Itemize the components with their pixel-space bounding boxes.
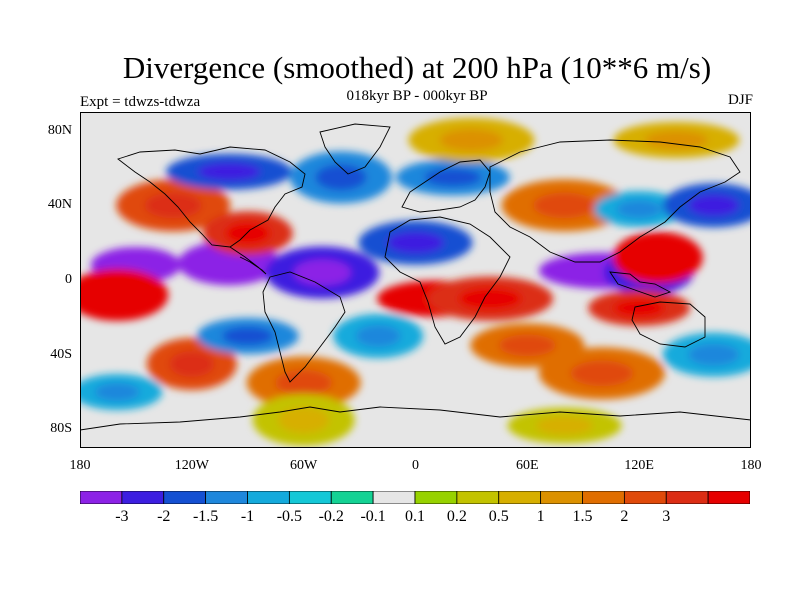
colorbar-tick-label: -0.5 <box>276 508 303 525</box>
field-blob-core <box>688 194 740 217</box>
map-panel <box>80 112 751 448</box>
field-blob-core <box>293 259 351 286</box>
latitude-label: 40S <box>50 346 72 362</box>
colorbar-swatch <box>540 491 583 504</box>
field-blob-core <box>424 168 482 187</box>
field-blob-core <box>536 416 594 435</box>
field-blob-core <box>275 369 333 396</box>
colorbar-swatch <box>498 491 542 504</box>
colorbar-swatch <box>163 491 207 504</box>
longitude-label: 60W <box>290 458 318 473</box>
coastline-antarctica <box>80 406 751 431</box>
coastline-indonesia <box>609 271 672 298</box>
colorbar-tick-label: 1.5 <box>572 508 593 525</box>
field-blob-core <box>197 162 261 181</box>
colorbar-swatch <box>121 491 165 504</box>
colorbar-swatch <box>707 491 750 504</box>
field-blob-core <box>533 192 597 219</box>
field-blob-core <box>203 252 255 275</box>
field-blob-core <box>644 131 708 149</box>
colorbar-tick-label: 0.2 <box>446 508 467 525</box>
longitude-label: 180 <box>69 458 91 473</box>
field-blob-core <box>439 129 503 151</box>
field-blob-core <box>225 222 271 245</box>
colorbar-swatch <box>330 491 374 504</box>
colorbar-tick-label: 2 <box>620 508 629 525</box>
longitude-label: 0 <box>412 458 419 473</box>
field-blob-core <box>355 325 401 347</box>
colorbar-swatch <box>665 491 709 504</box>
season-label: DJF <box>727 92 753 108</box>
field-blob-core <box>570 360 634 387</box>
longitude-label: 120W <box>174 458 209 473</box>
colorbar-tick-label: -1 <box>240 508 255 525</box>
field-blob-core <box>635 244 681 271</box>
figure-subtitle: 018kyr BP - 000kyr BP <box>346 88 488 104</box>
colorbar-tick-label: -0.1 <box>360 508 386 525</box>
field-blob-core <box>458 287 522 310</box>
coastlines <box>80 123 751 431</box>
divergence-field <box>80 118 751 446</box>
coastline-central-america <box>229 246 267 275</box>
colorbar-swatch <box>582 491 625 504</box>
field-blob-core <box>144 192 202 219</box>
colorbar-swatch <box>80 491 123 504</box>
divergence-map <box>80 112 751 448</box>
experiment-label: Expt = tdwzs-tdwza <box>80 94 201 110</box>
coastline-south-america <box>262 271 346 383</box>
longitude-label: 120E <box>624 458 654 473</box>
map-border <box>80 112 751 448</box>
coastline-greenland <box>319 123 391 175</box>
colorbar-swatch <box>247 491 290 504</box>
field-blob-core <box>498 334 556 357</box>
field-blob-core <box>387 231 444 254</box>
coastline-north-america <box>117 146 306 248</box>
colorbar-tick-label: 0.5 <box>488 508 509 525</box>
longitude-label: 180 <box>740 458 762 473</box>
field-blob-core <box>315 164 367 191</box>
colorbar-swatch <box>456 491 500 504</box>
latitude-label: 0 <box>65 272 72 287</box>
colorbar-swatch <box>288 491 332 504</box>
colorbar-tick-label: 0.1 <box>405 508 425 525</box>
field-blob-core <box>222 327 274 345</box>
field-blob-core <box>169 351 215 377</box>
colorbar-swatch <box>623 491 667 504</box>
colorbar-tick-label: -0.2 <box>318 508 344 525</box>
colorbar-swatch <box>372 491 416 504</box>
colorbar-tick-label: -1.5 <box>192 508 219 525</box>
field-blob-core <box>278 407 330 433</box>
field-blob-core <box>94 383 140 401</box>
longitude-label: 60E <box>516 458 539 473</box>
colorbar-tick-label: 1 <box>536 508 545 525</box>
coastline-asia <box>489 139 741 263</box>
field-blob-core <box>91 281 143 308</box>
figure-title: Divergence (smoothed) at 200 hPa (10**6 … <box>122 50 712 85</box>
colorbar-tick-label: 3 <box>662 508 671 525</box>
colorbar-tick-label: -2 <box>157 508 171 525</box>
colorbar-swatch <box>414 491 458 504</box>
field-blob-core <box>613 299 665 317</box>
coastline-africa <box>384 216 511 345</box>
colorbar <box>80 491 750 504</box>
coastline-australia <box>631 301 706 348</box>
latitude-label: 80N <box>47 122 72 138</box>
latitude-label: 40N <box>47 197 72 213</box>
latitude-label: 80S <box>50 421 72 437</box>
field-blob-core <box>688 343 740 366</box>
colorbar-tick-label: -3 <box>115 508 129 525</box>
colorbar-swatch <box>205 491 248 504</box>
field-blob-core <box>616 200 662 219</box>
